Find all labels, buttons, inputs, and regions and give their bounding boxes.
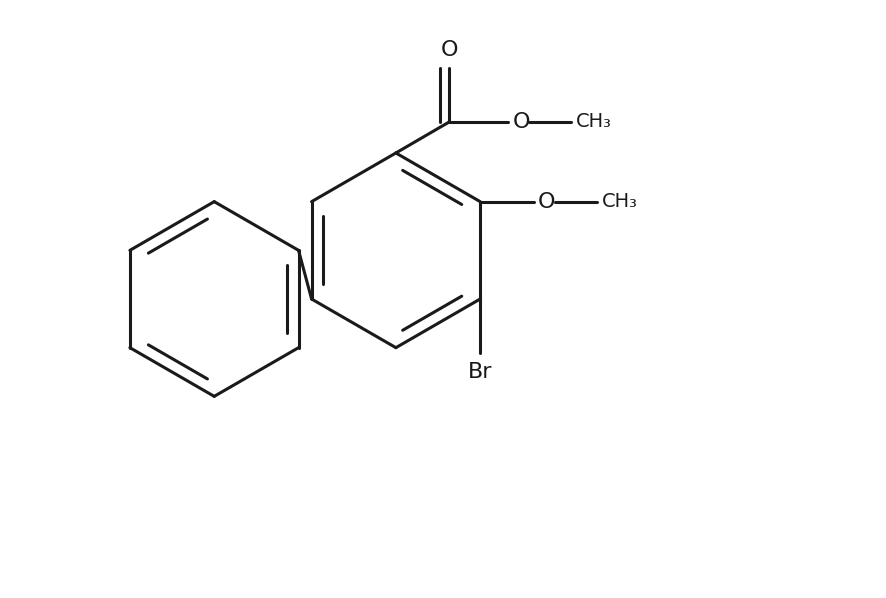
- Text: Br: Br: [468, 362, 493, 382]
- Text: O: O: [513, 112, 530, 132]
- Text: CH₃: CH₃: [576, 112, 612, 132]
- Text: O: O: [440, 41, 458, 60]
- Text: O: O: [538, 191, 556, 212]
- Text: CH₃: CH₃: [602, 192, 638, 211]
